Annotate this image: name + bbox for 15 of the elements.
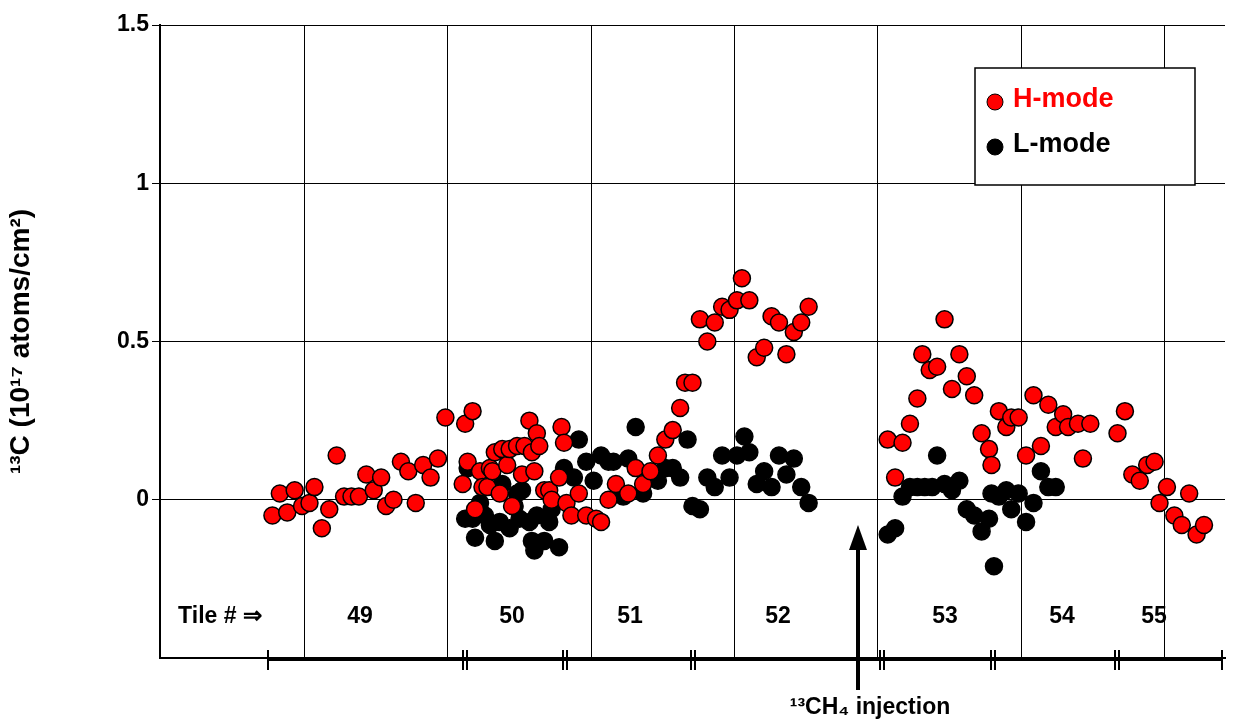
- y-tick-label: 1: [136, 168, 150, 195]
- annotation: Tile # ⇒: [178, 602, 262, 629]
- y-axis-title: ¹³C (10¹⁷ atoms/cm²): [3, 208, 35, 475]
- annotation: 54: [1049, 602, 1075, 629]
- legend-label: H-mode: [1013, 83, 1114, 114]
- annotation: 53: [932, 602, 958, 629]
- annotation: 51: [617, 602, 643, 629]
- y-tick-label: 0: [136, 485, 149, 512]
- text: ¹³CH₄ injection: [789, 693, 951, 720]
- y-tick-label: 1.5: [117, 10, 150, 37]
- y-tick-label: 0.5: [117, 326, 150, 353]
- annotation: 50: [499, 602, 525, 629]
- annotation: 52: [765, 602, 791, 629]
- legend-label: L-mode: [1013, 128, 1111, 159]
- annotation: 49: [347, 602, 373, 629]
